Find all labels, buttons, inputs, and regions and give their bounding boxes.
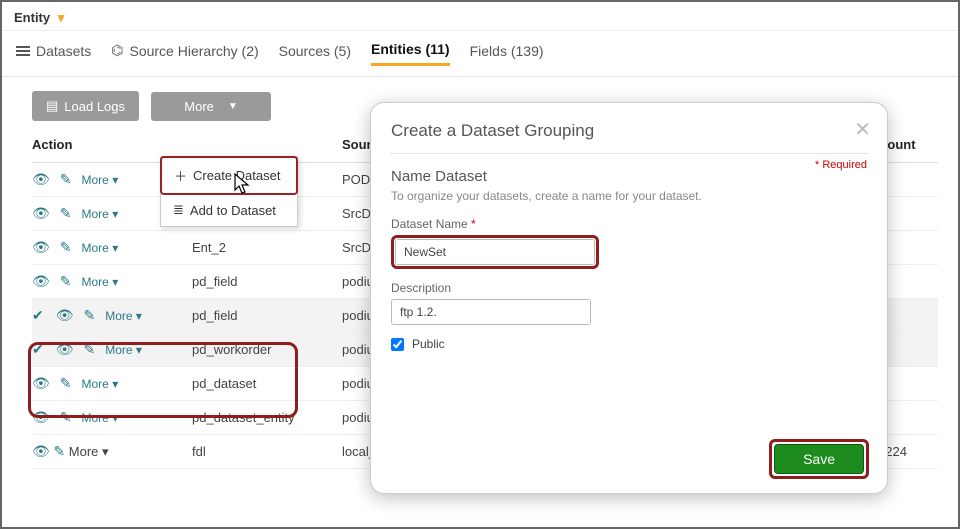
chevron-down-icon: ▾ xyxy=(58,10,65,25)
view-icon[interactable]: 👁 xyxy=(32,375,50,392)
more-button[interactable]: More ▼ xyxy=(151,92,271,121)
tab-datasets[interactable]: Datasets xyxy=(16,43,91,65)
required-hint: * Required xyxy=(815,159,867,171)
tab-label: Datasets xyxy=(36,43,91,59)
tabs-row: Datasets ⌬ Source Hierarchy (2) Sources … xyxy=(2,31,958,77)
row-name: pd_workorder xyxy=(192,342,342,357)
save-button[interactable]: Save xyxy=(774,444,864,474)
plus-icon: ＋ xyxy=(174,166,187,185)
view-icon[interactable]: 👁 xyxy=(56,341,74,358)
row-more-link[interactable]: More ▾ xyxy=(82,173,119,187)
close-icon[interactable]: ✕ xyxy=(854,117,871,142)
tab-entities[interactable]: Entities (11) xyxy=(371,41,450,66)
view-icon[interactable]: 👁 xyxy=(32,171,50,188)
menu-item-create-dataset[interactable]: ＋ Create Dataset xyxy=(160,156,298,195)
edit-icon[interactable]: ✎ xyxy=(60,273,72,290)
more-dropdown-menu: ＋ Create Dataset ≣ Add to Dataset xyxy=(160,156,298,227)
list-add-icon: ≣ xyxy=(173,202,184,218)
edit-icon[interactable]: ✎ xyxy=(60,409,72,426)
row-more-link[interactable]: More ▾ xyxy=(82,411,119,425)
list-icon xyxy=(16,46,30,56)
entity-dropdown[interactable]: Entity ▾ xyxy=(14,10,64,25)
dataset-name-input[interactable] xyxy=(395,239,595,265)
row-more-link[interactable]: More ▾ xyxy=(82,377,119,391)
edit-icon[interactable]: ✎ xyxy=(60,375,72,392)
row-more-link[interactable]: More ▾ xyxy=(105,343,142,357)
tab-label: Source Hierarchy (2) xyxy=(129,43,258,59)
edit-icon[interactable]: ✎ xyxy=(53,443,65,459)
tab-label: Entities (11) xyxy=(371,41,450,57)
create-dataset-modal: Create a Dataset Grouping ✕ * Required N… xyxy=(370,102,888,494)
tab-hierarchy[interactable]: ⌬ Source Hierarchy (2) xyxy=(111,42,258,65)
menu-item-label: Add to Dataset xyxy=(190,203,276,218)
description-input[interactable] xyxy=(391,299,591,325)
section-hint: To organize your datasets, create a name… xyxy=(391,189,867,203)
row-name: pd_dataset xyxy=(192,376,342,391)
tab-fields[interactable]: Fields (139) xyxy=(470,43,544,65)
check-icon: ✔ xyxy=(32,307,44,324)
dataset-name-label: Dataset Name * xyxy=(391,217,867,231)
row-name: Ent_2 xyxy=(192,240,342,255)
description-label: Description xyxy=(391,281,867,295)
check-icon: ✔ xyxy=(32,341,44,358)
edit-icon[interactable]: ✎ xyxy=(60,205,72,222)
row-more-link[interactable]: More ▾ xyxy=(82,275,119,289)
edit-icon[interactable]: ✎ xyxy=(60,239,72,256)
menu-item-add-to-dataset[interactable]: ≣ Add to Dataset xyxy=(161,194,297,226)
view-icon[interactable]: 👁 xyxy=(56,307,74,324)
row-more-link[interactable]: More ▾ xyxy=(69,444,109,459)
tab-sources[interactable]: Sources (5) xyxy=(279,43,351,65)
view-icon[interactable]: 👁 xyxy=(32,239,50,256)
row-name: fdl xyxy=(192,444,342,459)
edit-icon[interactable]: ✎ xyxy=(84,307,96,324)
edit-icon[interactable]: ✎ xyxy=(60,171,72,188)
th-action: Action xyxy=(32,137,192,152)
public-checkbox[interactable] xyxy=(391,338,404,351)
load-logs-label: Load Logs xyxy=(64,99,125,114)
cursor-icon xyxy=(232,172,252,201)
load-logs-button[interactable]: ▤ Load Logs xyxy=(32,91,139,121)
row-name: pd_field xyxy=(192,308,342,323)
caret-down-icon: ▼ xyxy=(228,101,238,112)
modal-title: Create a Dataset Grouping xyxy=(391,121,867,141)
view-icon[interactable]: 👁 xyxy=(32,205,50,222)
tab-label: Sources (5) xyxy=(279,43,351,59)
view-icon[interactable]: 👁 xyxy=(32,273,50,290)
row-more-link[interactable]: More ▾ xyxy=(105,309,142,323)
view-icon[interactable]: 👁 xyxy=(32,443,50,459)
tab-label: Fields (139) xyxy=(470,43,544,59)
more-label: More xyxy=(184,99,214,114)
log-icon: ▤ xyxy=(46,98,58,114)
row-name: pd_dataset_entity xyxy=(192,410,342,425)
row-name: pd_field xyxy=(192,274,342,289)
save-label: Save xyxy=(803,451,835,467)
edit-icon[interactable]: ✎ xyxy=(84,341,96,358)
row-more-link[interactable]: More ▾ xyxy=(82,241,119,255)
tree-icon: ⌬ xyxy=(111,42,123,59)
view-icon[interactable]: 👁 xyxy=(32,409,50,426)
public-label: Public xyxy=(412,337,445,351)
section-title: Name Dataset xyxy=(391,168,867,185)
row-more-link[interactable]: More ▾ xyxy=(82,207,119,221)
entity-dropdown-label: Entity xyxy=(14,10,50,25)
